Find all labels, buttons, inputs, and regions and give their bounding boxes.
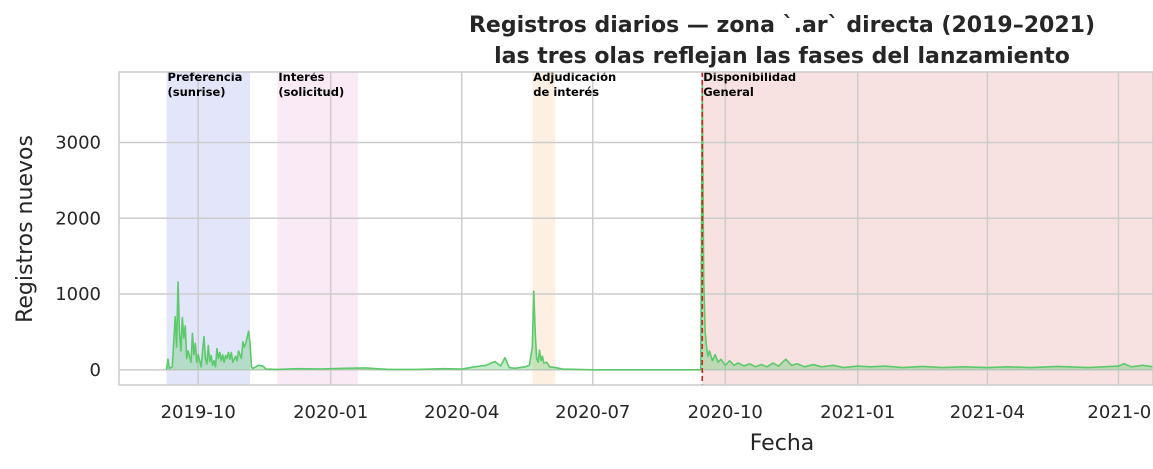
x-axis-label: Fecha	[750, 431, 815, 456]
x-tick-label: 2019-10	[161, 402, 236, 423]
x-tick-labels: 2019-10 2020-01 2020-04 2020-07 2020-10 2021-…	[161, 402, 1152, 423]
phase-bands	[166, 72, 1153, 385]
y-axis-label: Registros nuevos	[13, 135, 38, 323]
x-tick-label: 2020-10	[688, 402, 763, 423]
y-tick-labels: 0 1000 2000 3000	[55, 132, 101, 380]
phase-label: de interés	[533, 85, 599, 99]
plot-area: Preferencia(sunrise) Interés(solicitud) Ad…	[118, 70, 1153, 386]
phase-band	[277, 72, 359, 385]
x-tick-label: 2021-04	[950, 402, 1025, 423]
x-tick-label: 2020-07	[555, 402, 630, 423]
y-tick-label: 0	[90, 360, 101, 381]
x-tick-label: 2020-04	[424, 402, 499, 423]
phase-labels: Preferencia(sunrise) Interés(solicitud) Ad…	[168, 70, 797, 99]
phase-band	[532, 72, 556, 385]
plot-frame	[118, 71, 1153, 386]
phase-label: (solicitud)	[278, 85, 344, 99]
phase-label: General	[703, 85, 754, 99]
gridlines	[119, 72, 1153, 385]
phase-label: Interés	[278, 70, 324, 84]
series-area	[165, 79, 1153, 371]
phase-label: (sunrise)	[168, 85, 226, 99]
y-tick-label: 2000	[55, 208, 101, 229]
phase-label: Disponibilidad	[703, 70, 796, 84]
chart-title-line-2: las tres olas reflejan las fases del lan…	[494, 44, 1070, 69]
y-tick-label: 1000	[55, 284, 101, 305]
x-tick-label: 2021-01	[820, 402, 895, 423]
series-line	[165, 79, 1153, 371]
y-tick-label: 3000	[55, 132, 101, 153]
phase-label: Preferencia	[168, 70, 243, 84]
x-tick-label: 2021-0	[1087, 402, 1151, 423]
phase-label: Adjudicación	[533, 70, 616, 84]
chart-title-line-1: Registros diarios — zona `.ar` directa (…	[469, 13, 1095, 38]
phase-band	[702, 72, 1153, 385]
x-tick-label: 2020-01	[293, 402, 368, 423]
phase-band	[166, 72, 251, 385]
